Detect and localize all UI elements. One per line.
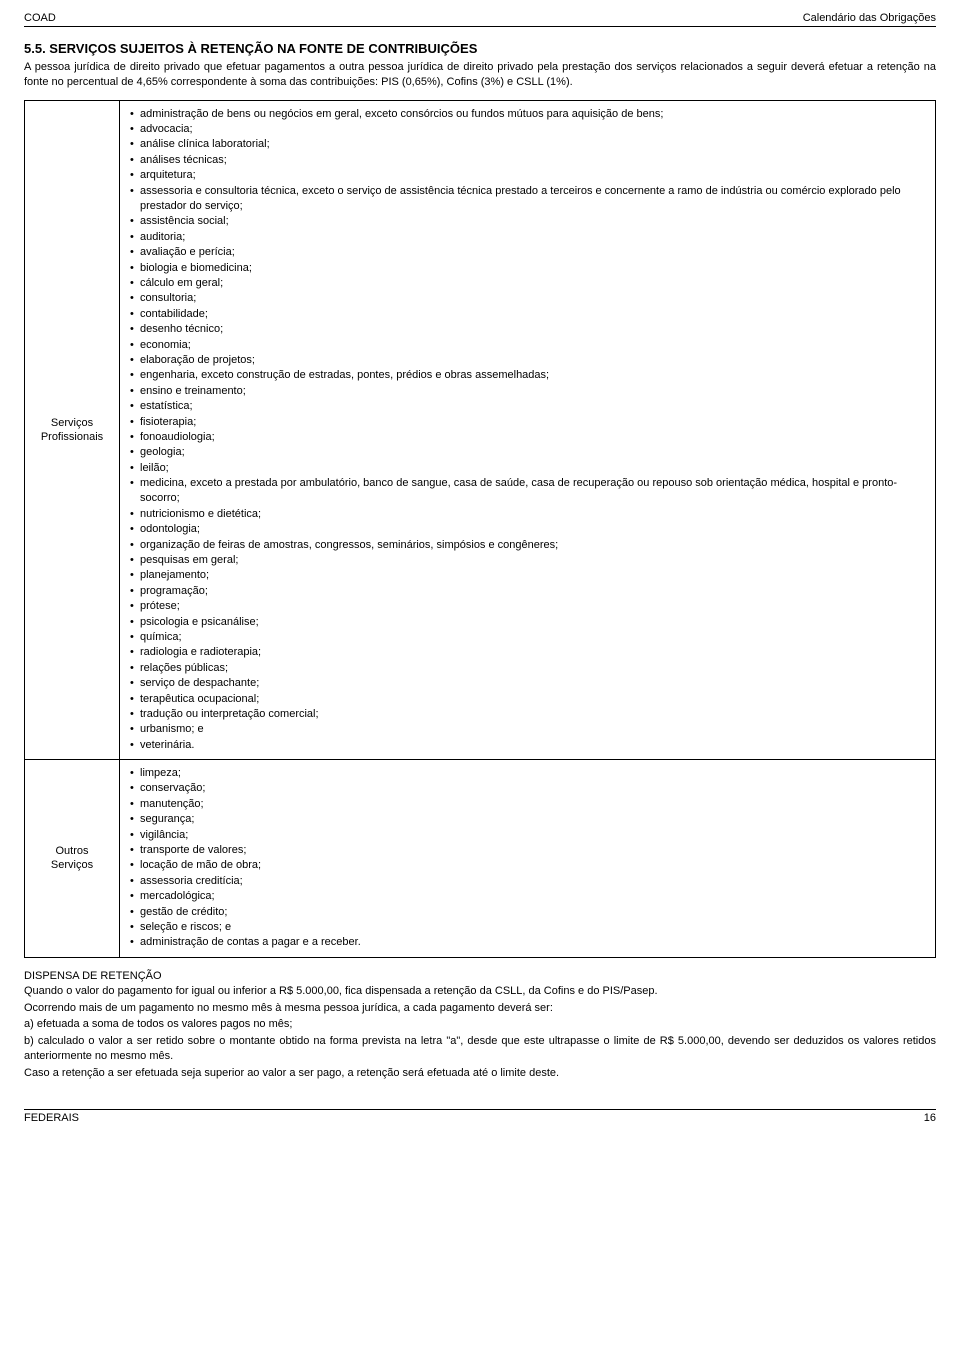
row-label-line: Outros — [55, 845, 88, 857]
list-item: radiologia e radioterapia; — [128, 645, 927, 660]
list-item: urbanismo; e — [128, 722, 927, 737]
list-item: nutricionismo e dietética; — [128, 507, 927, 522]
list-item: cálculo em geral; — [128, 276, 927, 291]
list-item: transporte de valores; — [128, 843, 927, 858]
row-label-other: Outros Serviços — [25, 760, 120, 958]
list-item: arquitetura; — [128, 168, 927, 183]
row-label-line: Profissionais — [41, 431, 103, 443]
other-services-list: limpeza;conservação;manutenção;segurança… — [128, 766, 927, 951]
list-item: administração de contas a pagar e a rece… — [128, 935, 927, 950]
list-item: seleção e riscos; e — [128, 920, 927, 935]
list-item: elaboração de projetos; — [128, 353, 927, 368]
header-right: Calendário das Obrigações — [803, 12, 936, 24]
list-item: manutenção; — [128, 797, 927, 812]
list-item: pesquisas em geral; — [128, 553, 927, 568]
list-item: fisioterapia; — [128, 415, 927, 430]
list-item: análises técnicas; — [128, 153, 927, 168]
row-content-professional: administração de bens ou negócios em ger… — [120, 100, 936, 759]
dispensa-p5: Caso a retenção a ser efetuada seja supe… — [24, 1066, 936, 1081]
list-item: biologia e biomedicina; — [128, 261, 927, 276]
row-label-line: Serviços — [51, 859, 93, 871]
list-item: odontologia; — [128, 522, 927, 537]
list-item: medicina, exceto a prestada por ambulató… — [128, 476, 927, 507]
footer-left: FEDERAIS — [24, 1112, 79, 1124]
list-item: leilão; — [128, 461, 927, 476]
list-item: fonoaudiologia; — [128, 430, 927, 445]
services-table: Serviços Profissionais administração de … — [24, 100, 936, 958]
section-title: 5.5. SERVIÇOS SUJEITOS À RETENÇÃO NA FON… — [24, 41, 936, 56]
dispensa-p1: Quando o valor do pagamento for igual ou… — [24, 984, 936, 999]
list-item: organização de feiras de amostras, congr… — [128, 538, 927, 553]
list-item: serviço de despachante; — [128, 676, 927, 691]
list-item: avaliação e perícia; — [128, 245, 927, 260]
list-item: conservação; — [128, 781, 927, 796]
list-item: segurança; — [128, 812, 927, 827]
dispensa-p4: b) calculado o valor a ser retido sobre … — [24, 1034, 936, 1064]
section-intro: A pessoa jurídica de direito privado que… — [24, 60, 936, 90]
page-footer: FEDERAIS 16 — [24, 1109, 936, 1124]
list-item: prótese; — [128, 599, 927, 614]
list-item: química; — [128, 630, 927, 645]
professional-services-list: administração de bens ou negócios em ger… — [128, 107, 927, 753]
list-item: planejamento; — [128, 568, 927, 583]
list-item: ensino e treinamento; — [128, 384, 927, 399]
list-item: análise clínica laboratorial; — [128, 137, 927, 152]
list-item: engenharia, exceto construção de estrada… — [128, 368, 927, 383]
header-left: COAD — [24, 12, 56, 24]
list-item: desenho técnico; — [128, 322, 927, 337]
list-item: assistência social; — [128, 214, 927, 229]
list-item: geologia; — [128, 445, 927, 460]
list-item: contabilidade; — [128, 307, 927, 322]
row-content-other: limpeza;conservação;manutenção;segurança… — [120, 760, 936, 958]
page-header: COAD Calendário das Obrigações — [24, 12, 936, 27]
list-item: estatística; — [128, 399, 927, 414]
table-row: Outros Serviços limpeza;conservação;manu… — [25, 760, 936, 958]
dispensa-heading: DISPENSA DE RETENÇÃO — [24, 970, 936, 982]
list-item: terapêutica ocupacional; — [128, 692, 927, 707]
list-item: veterinária. — [128, 738, 927, 753]
list-item: auditoria; — [128, 230, 927, 245]
dispensa-p3: a) efetuada a soma de todos os valores p… — [24, 1017, 936, 1032]
list-item: gestão de crédito; — [128, 905, 927, 920]
list-item: economia; — [128, 338, 927, 353]
list-item: locação de mão de obra; — [128, 858, 927, 873]
list-item: consultoria; — [128, 291, 927, 306]
list-item: programação; — [128, 584, 927, 599]
list-item: mercadológica; — [128, 889, 927, 904]
dispensa-p2: Ocorrendo mais de um pagamento no mesmo … — [24, 1001, 936, 1016]
list-item: relações públicas; — [128, 661, 927, 676]
list-item: advocacia; — [128, 122, 927, 137]
list-item: administração de bens ou negócios em ger… — [128, 107, 927, 122]
list-item: assessoria e consultoria técnica, exceto… — [128, 184, 927, 215]
footer-right: 16 — [924, 1112, 936, 1124]
list-item: psicologia e psicanálise; — [128, 615, 927, 630]
row-label-line: Serviços — [51, 417, 93, 429]
list-item: limpeza; — [128, 766, 927, 781]
row-label-professional: Serviços Profissionais — [25, 100, 120, 759]
list-item: vigilância; — [128, 828, 927, 843]
list-item: tradução ou interpretação comercial; — [128, 707, 927, 722]
list-item: assessoria creditícia; — [128, 874, 927, 889]
table-row: Serviços Profissionais administração de … — [25, 100, 936, 759]
